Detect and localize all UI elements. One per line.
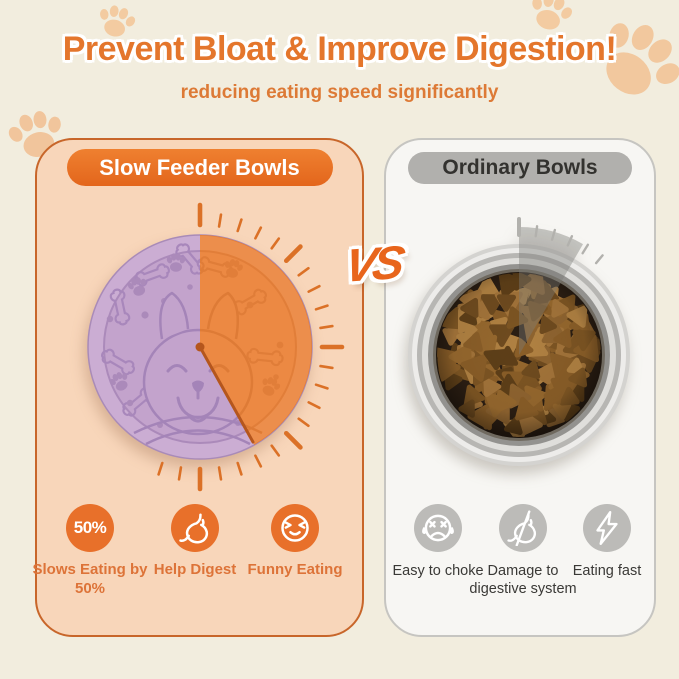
clock-hand <box>198 345 255 444</box>
slow-feeder-bowl-illustration <box>87 202 345 492</box>
laughing-face-icon <box>271 504 319 552</box>
feature-slows-eating: 50% Slows Eating by 50% <box>30 504 150 599</box>
lightning-icon <box>583 504 631 552</box>
drawback-choke: Easy to choke <box>382 504 494 580</box>
damaged-stomach-icon <box>499 504 547 552</box>
slow-bowl-ticks <box>157 202 345 492</box>
badge-50-percent: 50% <box>66 504 114 552</box>
slow-feeder-heading: Slow Feeder Bowls <box>66 149 333 186</box>
ordinary-bowl-ticks <box>517 217 604 265</box>
drawback-label: Eating fast <box>572 563 642 579</box>
page-subtitle: reducing eating speed significantly <box>180 82 499 103</box>
feature-label: Slows Eating by 50% <box>32 561 148 597</box>
slow-feeder-panel: Slow Feeder Bowls <box>32 138 364 637</box>
ordinary-bowl-illustration <box>408 217 630 466</box>
feature-label: Funny Eating <box>247 561 343 578</box>
ordinary-panel: Ordinary Bowls <box>384 138 656 637</box>
drawback-label: Damage to digestive system <box>469 563 577 598</box>
stomach-icon <box>171 504 219 552</box>
drawback-eating-fast: Eating fast <box>551 504 663 580</box>
drawback-digestive: Damage to digestive system <box>467 504 579 598</box>
page-title: Prevent Bloat & Improve Digestion! <box>62 30 617 68</box>
timer-wedge <box>519 226 583 355</box>
feature-funny-eating: Funny Eating <box>235 504 355 580</box>
ordinary-heading: Ordinary Bowls <box>408 152 632 184</box>
choking-face-icon <box>414 504 462 552</box>
feature-help-digest: Help Digest <box>135 504 255 580</box>
vs-label: VS <box>341 235 405 292</box>
feature-label: Help Digest <box>153 561 237 578</box>
drawback-label: Easy to choke <box>392 563 484 579</box>
